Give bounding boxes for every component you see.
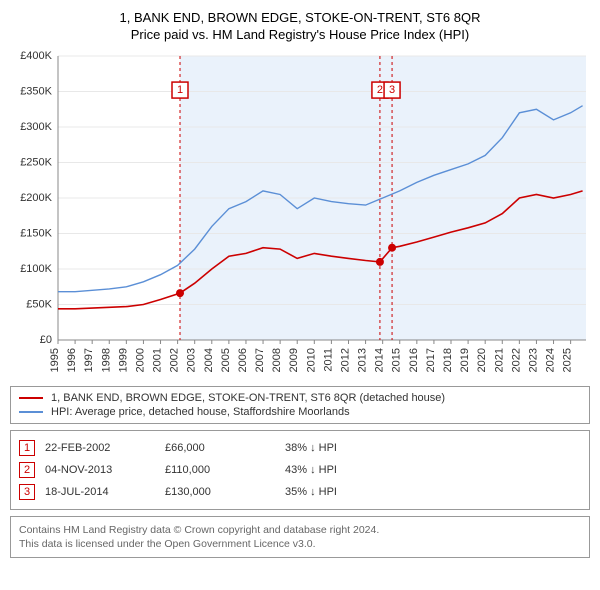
event-date: 18-JUL-2014 bbox=[45, 486, 165, 498]
svg-text:£300K: £300K bbox=[20, 121, 52, 133]
svg-text:2018: 2018 bbox=[442, 348, 454, 372]
svg-text:1996: 1996 bbox=[66, 348, 78, 372]
svg-text:2006: 2006 bbox=[237, 348, 249, 372]
svg-text:2010: 2010 bbox=[305, 348, 317, 372]
svg-text:2007: 2007 bbox=[254, 348, 266, 372]
svg-text:2017: 2017 bbox=[425, 348, 437, 372]
svg-text:1999: 1999 bbox=[117, 348, 129, 372]
legend-swatch bbox=[19, 397, 43, 399]
svg-text:2003: 2003 bbox=[186, 348, 198, 372]
event-row: 2 04-NOV-2013£110,00043% ↓ HPI bbox=[19, 459, 581, 481]
svg-text:£0: £0 bbox=[40, 334, 52, 346]
svg-text:£350K: £350K bbox=[20, 85, 52, 97]
footer-line-1: Contains HM Land Registry data © Crown c… bbox=[19, 523, 581, 537]
svg-text:2002: 2002 bbox=[169, 348, 181, 372]
svg-text:£250K: £250K bbox=[20, 156, 52, 168]
svg-text:1995: 1995 bbox=[49, 348, 61, 372]
footer-box: Contains HM Land Registry data © Crown c… bbox=[10, 516, 590, 558]
svg-text:3: 3 bbox=[389, 84, 395, 96]
event-price: £110,000 bbox=[165, 464, 285, 476]
svg-text:2009: 2009 bbox=[288, 348, 300, 372]
svg-text:2015: 2015 bbox=[391, 348, 403, 372]
svg-text:2022: 2022 bbox=[510, 348, 522, 372]
svg-text:1997: 1997 bbox=[83, 348, 95, 372]
event-date: 22-FEB-2002 bbox=[45, 442, 165, 454]
svg-text:2001: 2001 bbox=[152, 348, 164, 372]
svg-text:2004: 2004 bbox=[203, 348, 215, 372]
line-chart: £0 £50K £100K £150K £200K £250K £300K £350K £400… bbox=[10, 50, 590, 380]
svg-text:£50K: £50K bbox=[26, 298, 52, 310]
svg-text:2013: 2013 bbox=[357, 348, 369, 372]
svg-text:2011: 2011 bbox=[322, 348, 334, 372]
event-date: 04-NOV-2013 bbox=[45, 464, 165, 476]
svg-text:1: 1 bbox=[177, 84, 183, 96]
event-badge: 3 bbox=[19, 484, 35, 500]
svg-text:2000: 2000 bbox=[134, 348, 146, 372]
svg-text:2019: 2019 bbox=[459, 348, 471, 372]
event-delta: 43% ↓ HPI bbox=[285, 464, 581, 476]
svg-text:2024: 2024 bbox=[545, 348, 557, 372]
event-price: £130,000 bbox=[165, 486, 285, 498]
event-price: £66,000 bbox=[165, 442, 285, 454]
event-row: 3 18-JUL-2014£130,00035% ↓ HPI bbox=[19, 481, 581, 503]
legend-row: 1, BANK END, BROWN EDGE, STOKE-ON-TRENT,… bbox=[19, 391, 581, 405]
svg-text:£200K: £200K bbox=[20, 192, 52, 204]
legend-label: 1, BANK END, BROWN EDGE, STOKE-ON-TRENT,… bbox=[51, 392, 445, 404]
title-address: 1, BANK END, BROWN EDGE, STOKE-ON-TRENT,… bbox=[10, 10, 590, 25]
event-row: 1 22-FEB-2002£66,00038% ↓ HPI bbox=[19, 437, 581, 459]
chart-area: £0 £50K £100K £150K £200K £250K £300K £350K £400… bbox=[10, 50, 590, 380]
svg-text:2016: 2016 bbox=[408, 348, 420, 372]
svg-text:2021: 2021 bbox=[493, 348, 505, 372]
title-subtitle: Price paid vs. HM Land Registry's House … bbox=[10, 27, 590, 42]
event-badge: 1 bbox=[19, 440, 35, 456]
events-box: 1 22-FEB-2002£66,00038% ↓ HPI 2 04-NOV-2013… bbox=[10, 430, 590, 510]
svg-text:2025: 2025 bbox=[562, 348, 574, 372]
legend-swatch bbox=[19, 411, 43, 413]
svg-text:2020: 2020 bbox=[476, 348, 488, 372]
svg-text:1998: 1998 bbox=[100, 348, 112, 372]
legend-row: HPI: Average price, detached house, Staf… bbox=[19, 405, 581, 419]
legend-label: HPI: Average price, detached house, Staf… bbox=[51, 406, 350, 418]
svg-text:£100K: £100K bbox=[20, 263, 52, 275]
legend-box: 1, BANK END, BROWN EDGE, STOKE-ON-TRENT,… bbox=[10, 386, 590, 424]
chart-container: 1, BANK END, BROWN EDGE, STOKE-ON-TRENT,… bbox=[0, 0, 600, 566]
svg-text:2: 2 bbox=[377, 84, 383, 96]
svg-text:£150K: £150K bbox=[20, 227, 52, 239]
event-delta: 35% ↓ HPI bbox=[285, 486, 581, 498]
svg-text:2014: 2014 bbox=[374, 348, 386, 372]
svg-text:£400K: £400K bbox=[20, 50, 52, 62]
event-delta: 38% ↓ HPI bbox=[285, 442, 581, 454]
footer-line-2: This data is licensed under the Open Gov… bbox=[19, 537, 581, 551]
svg-text:2005: 2005 bbox=[220, 348, 232, 372]
event-badge: 2 bbox=[19, 462, 35, 478]
svg-text:2008: 2008 bbox=[271, 348, 283, 372]
svg-text:2023: 2023 bbox=[527, 348, 539, 372]
svg-text:2012: 2012 bbox=[339, 348, 351, 372]
